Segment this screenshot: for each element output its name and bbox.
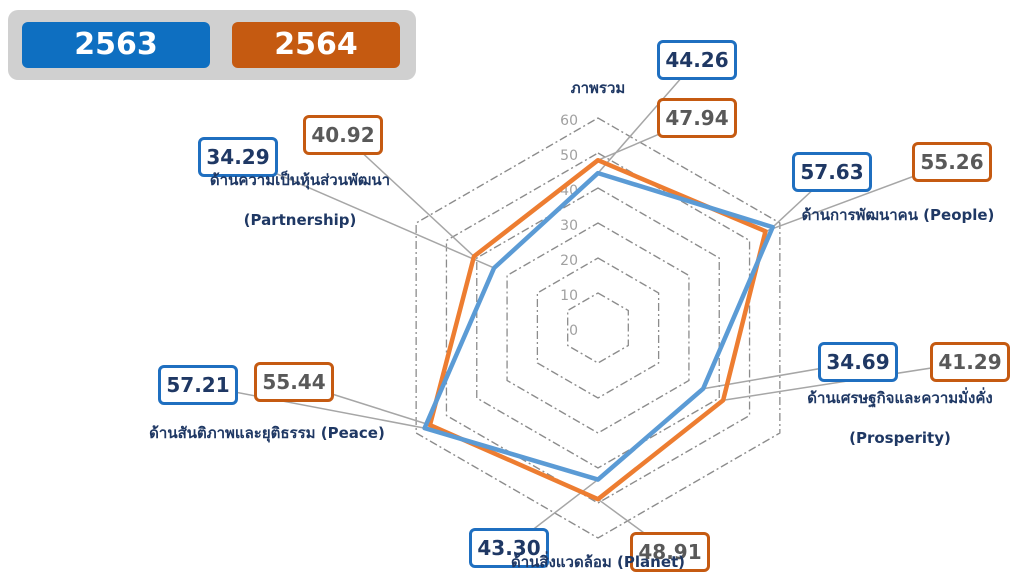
data-label: 34.29 [198,137,278,177]
grid-ring [445,152,751,504]
leader-line [237,156,495,269]
data-label: 55.26 [912,142,992,182]
data-label: 47.94 [657,98,737,138]
data-label: 44.26 [657,40,737,80]
legend-item: 2564 [232,22,400,68]
data-label: 40.92 [303,115,383,155]
tick-label: 20 [560,253,578,269]
data-label: 34.69 [818,342,898,382]
data-label: 41.29 [930,342,1010,382]
grid-ring [415,117,781,539]
series-line [427,157,768,502]
leader-line [342,134,475,257]
data-label: 57.63 [792,152,872,192]
category-label: ด้านสันติภาพและยุติธรรม (Peace) [149,424,385,442]
tick-label: 50 [560,148,578,164]
category-label: ด้านสิ่งแวดล้อม (Planet) [510,553,686,571]
category-label: ด้านการพัฒนาคน (People) [801,206,995,224]
data-label: 43.30 [469,528,549,568]
category-label: ด้านเศรษฐกิจและความมั่งคั่ง (Prosperity) [807,389,993,447]
grid-ring [567,292,629,364]
tick-label: 30 [560,218,578,234]
grid-ring [476,187,720,469]
tick-label: 0 [569,323,578,339]
tick-label: 60 [560,113,578,129]
data-label: 57.21 [158,365,238,405]
tick-label: 10 [560,288,578,304]
legend-item: 2563 [22,22,210,68]
grid-ring [536,257,660,399]
category-label: ด้านความเป็นหุ้นส่วนพัฒนา (Partnership) [209,171,391,229]
series-line [422,170,775,482]
category-label: ภาพรวม [570,79,626,97]
grid-ring [506,222,690,434]
data-label: 55.44 [254,362,334,402]
